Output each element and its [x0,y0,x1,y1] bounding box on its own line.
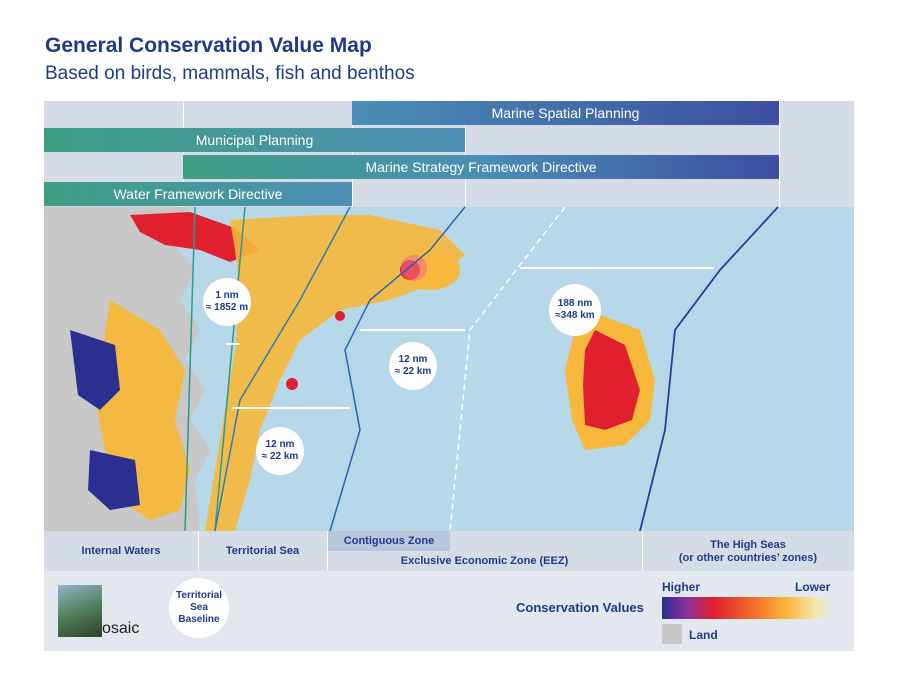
baseline-line3: Baseline [178,614,220,625]
eez-inner-dashed [449,206,566,532]
zone-high-seas-note: (or other countries’ zones) [678,552,818,564]
distance-conversion: ≈348 km [555,310,595,321]
bar-divider [352,101,353,207]
distance-label-188nm: 188 nm ≈348 km [549,298,601,322]
distance-label-12nm-a: 12 nm ≈ 22 km [389,354,437,378]
bar-divider [465,101,466,207]
legend-land-swatch [662,624,682,644]
red-spot [335,311,345,321]
baseline-line [184,206,196,532]
zone-high-seas-title: The High Seas [710,539,786,551]
distance-label-12nm-b: 12 nm ≈ 22 km [256,439,304,463]
bar-water-framework-directive: Water Framework Directive [44,182,352,206]
baseline-label: Territorial Sea Baseline [171,590,227,626]
legend-color-ramp [662,597,835,619]
distance-conversion: ≈ 1852 m [205,302,249,313]
zone-divider [198,531,199,571]
baseline-line1: Territorial [176,590,222,601]
zone-contiguous: Contiguous Zone [343,535,435,547]
one-nm-line [214,206,246,532]
legend-title: Conservation Values [516,600,644,615]
very-high-value-coastal-zone [70,330,140,510]
legend-land-label: Land [689,628,718,642]
distance-value: 12 nm [265,439,295,450]
zone-high-seas: The High Seas (or other countries’ zones… [642,539,854,565]
baseline-line2: Sea [190,602,208,613]
bar-marine-strategy-framework-directive: Marine Strategy Framework Directive [183,155,779,179]
red-spot [286,378,298,390]
zone-eez: Exclusive Economic Zone (EEZ) [400,555,569,567]
zone-divider [642,531,643,571]
distance-value: 188 nm [557,298,593,309]
contiguous-zone-box [328,531,450,551]
distance-bubble-1nm [203,278,251,326]
legend-higher-label: Higher [662,580,701,594]
bar-marine-spatial-planning: Marine Spatial Planning [352,101,779,125]
nearshore-value-zone [205,215,465,531]
red-coastal-patches [130,212,260,262]
bar-divider [183,101,184,207]
bar-municipal-planning: Municipal Planning [44,128,465,152]
highlight-spot [401,255,427,281]
zone-divider [327,531,328,571]
distance-conversion: ≈ 22 km [261,451,299,462]
distance-value: 1 nm [215,290,239,301]
page-subtitle: Based on birds, mammals, fish and bentho… [45,63,415,84]
distance-value: 12 nm [398,354,428,365]
bar-divider [779,101,780,207]
zone-internal-waters: Internal Waters [81,545,161,557]
eez-limit [639,206,779,532]
contiguous-zone-limit [329,206,466,532]
territorial-sea-limit [214,206,351,532]
page-title: General Conservation Value Map [45,34,372,57]
mosaic-logo-text: osaic [102,620,140,637]
mosaic-logo-image [58,585,102,637]
zone-territorial-sea: Territorial Sea [225,545,300,557]
distance-bubble-188nm [549,284,601,336]
legend-lower-label: Lower [795,580,831,594]
distance-bubble-12nm-b [256,427,304,475]
distance-conversion: ≈ 22 km [394,366,432,377]
distance-bubble-12nm-a [389,342,437,390]
offshore-bank-far-core [583,330,640,430]
baseline-bubble [169,578,229,638]
distance-label-1nm: 1 nm ≈ 1852 m [203,290,251,314]
